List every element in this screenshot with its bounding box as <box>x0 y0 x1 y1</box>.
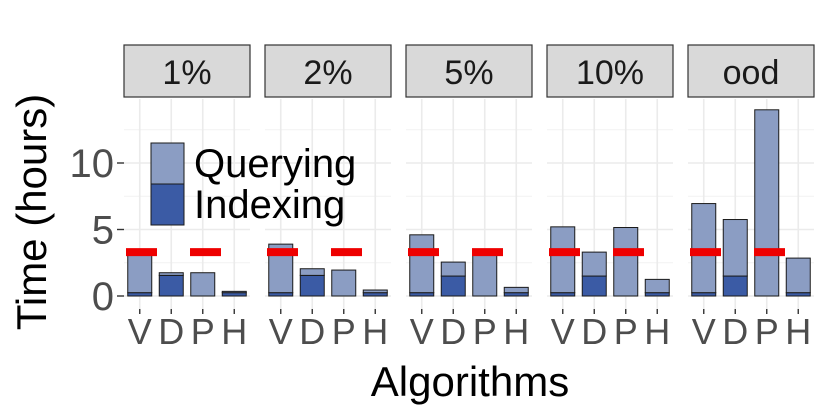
bar-querying <box>299 268 325 276</box>
bar-querying <box>158 272 184 276</box>
y-axis-title: Time (hours) <box>8 94 55 330</box>
x-tick-label: P <box>614 311 638 352</box>
bar-querying <box>722 219 748 277</box>
facet-panel: 1% V D P H <box>123 44 251 352</box>
x-tick-label: D <box>158 311 184 352</box>
facet-strip-label: 10% <box>576 54 644 92</box>
facet-strip <box>123 44 251 98</box>
x-tick-label: V <box>551 311 575 352</box>
legend-label-querying: Querying <box>194 142 356 186</box>
facet-panel: 2% V D P H <box>264 44 392 352</box>
bar-querying <box>221 290 247 294</box>
y-tick-label: 0 <box>92 275 114 319</box>
x-tick-label: D <box>581 311 607 352</box>
facet-strip <box>264 44 392 98</box>
x-tick-label: D <box>440 311 466 352</box>
x-tick-label: H <box>644 311 670 352</box>
x-tick-label: V <box>410 311 434 352</box>
x-tick-label: P <box>191 311 215 352</box>
x-tick-label: D <box>299 311 325 352</box>
facet-strip-label: 2% <box>303 54 352 92</box>
bar-querying <box>581 251 607 277</box>
bar-indexing <box>440 275 466 297</box>
bar-indexing <box>158 274 184 297</box>
bar-querying <box>440 261 466 277</box>
facet-strip-label: 5% <box>444 54 493 92</box>
facet-strip-label: ood <box>723 54 780 92</box>
bar-querying <box>472 251 498 297</box>
y-tick-label: 10 <box>70 142 115 186</box>
x-tick-label: H <box>362 311 388 352</box>
bar-indexing <box>722 275 748 297</box>
x-tick-label: V <box>128 311 152 352</box>
facet-strip-label: 1% <box>162 54 211 92</box>
legend-key-querying <box>150 142 185 185</box>
bar-querying <box>409 234 435 294</box>
x-tick-label: V <box>692 311 716 352</box>
x-axis-title: Algorithms <box>371 358 569 405</box>
y-tick-label: 5 <box>92 209 114 253</box>
legend-key-indexing <box>150 183 185 226</box>
bar-querying <box>127 253 153 294</box>
x-tick-label: D <box>722 311 748 352</box>
bar-querying <box>754 109 780 297</box>
bar-querying <box>190 272 216 297</box>
facet-strip <box>546 44 674 98</box>
bar-indexing <box>299 274 325 297</box>
bar-querying <box>613 227 639 297</box>
legend-label-indexing: Indexing <box>194 183 345 227</box>
x-tick-label: P <box>473 311 497 352</box>
bar-querying <box>785 257 811 294</box>
facet-panel: 5% V D P H <box>405 44 533 352</box>
x-tick-label: V <box>269 311 293 352</box>
facet-strip <box>405 44 533 98</box>
bar-querying <box>644 278 670 294</box>
facet-panel: ood V D P H <box>687 44 815 352</box>
facet-strip <box>687 44 815 98</box>
bar-querying <box>550 226 576 294</box>
x-tick-label: P <box>332 311 356 352</box>
x-tick-label: H <box>221 311 247 352</box>
facet-panel: 10% V D P H <box>546 44 674 352</box>
x-tick-label: H <box>503 311 529 352</box>
y-axis: 0 5 10 <box>70 142 124 319</box>
bar-indexing <box>581 275 607 297</box>
bar-querying <box>331 269 357 297</box>
x-tick-label: H <box>785 311 811 352</box>
x-tick-label: P <box>755 311 779 352</box>
bar-querying <box>362 289 388 294</box>
bar-querying <box>503 286 529 294</box>
